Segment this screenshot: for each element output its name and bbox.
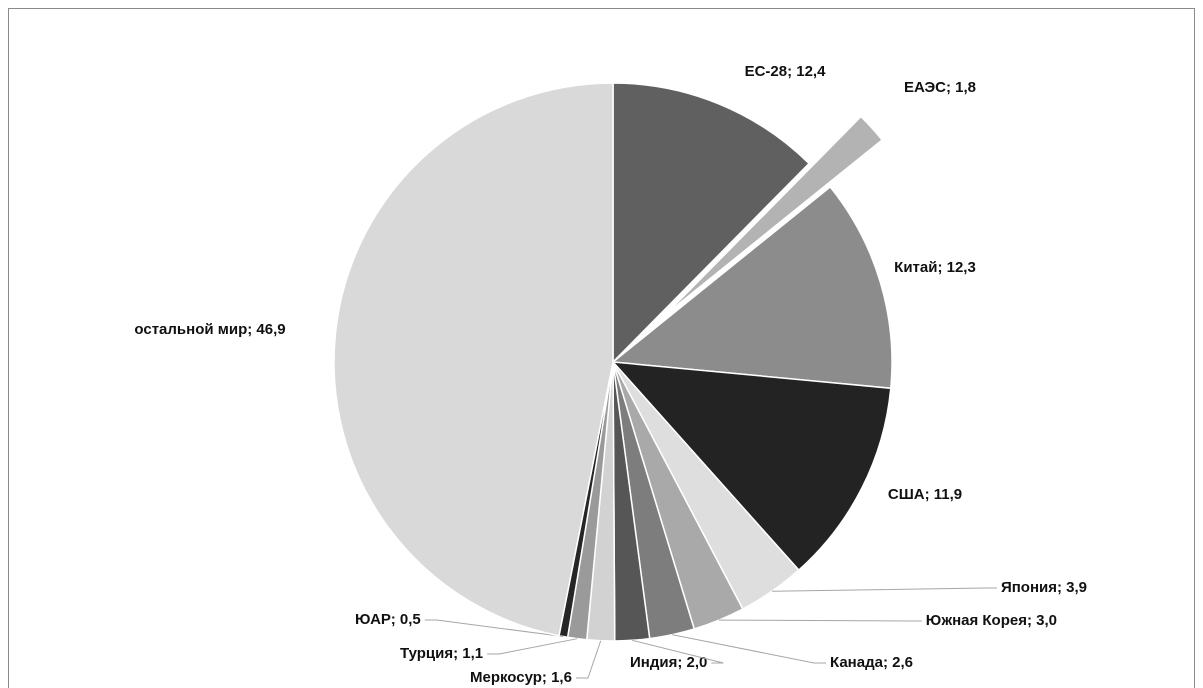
pie-slice bbox=[333, 82, 614, 637]
data-label: Меркосур; 1,6 bbox=[470, 669, 572, 686]
data-label: Южная Корея; 3,0 bbox=[926, 612, 1057, 629]
leader-line bbox=[672, 634, 826, 664]
data-label: Канада; 2,6 bbox=[830, 654, 913, 671]
pie-slice bbox=[612, 82, 811, 364]
data-label: остальной мир; 46,9 bbox=[134, 321, 285, 338]
leader-line bbox=[632, 639, 724, 664]
data-label: ЮАР; 0,5 bbox=[355, 611, 421, 628]
data-label: ЕАЭС; 1,8 bbox=[904, 79, 976, 96]
leader-line bbox=[771, 587, 997, 592]
pie-slice bbox=[664, 115, 884, 316]
pie-slice bbox=[611, 361, 892, 572]
leader-line bbox=[424, 619, 564, 638]
data-label: Китай; 12,3 bbox=[894, 259, 976, 276]
leader-line bbox=[487, 638, 578, 655]
data-label: Индия; 2,0 bbox=[630, 654, 707, 671]
leader-line bbox=[575, 640, 602, 679]
pie-slice bbox=[611, 185, 893, 390]
data-label: Япония; 3,9 bbox=[1001, 579, 1087, 596]
data-label: США; 11,9 bbox=[888, 486, 962, 503]
data-label: ЕС-28; 12,4 bbox=[745, 63, 827, 80]
leader-line bbox=[718, 619, 922, 622]
data-label: Турция; 1,1 bbox=[400, 645, 483, 662]
